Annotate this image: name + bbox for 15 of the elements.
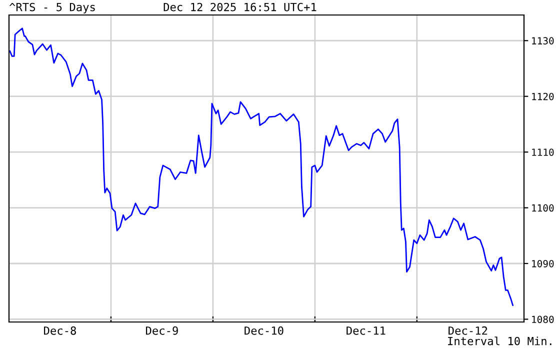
x-tick-label: Dec-10 xyxy=(244,326,284,335)
chart-subtitle: Dec 12 2025 16:51 UTC+1 xyxy=(164,2,316,12)
x-tick-label: Dec-12 xyxy=(448,326,488,335)
y-tick-label: 1090 xyxy=(532,260,554,268)
y-tick-label: 1100 xyxy=(532,204,554,212)
x-tick-label: Dec-8 xyxy=(44,326,76,335)
y-tick-label: 1130 xyxy=(532,37,554,44)
y-tick-label: 1110 xyxy=(532,148,554,156)
text: Interval 10 Min. xyxy=(448,336,552,346)
line-series xyxy=(9,28,514,306)
x-tick-label: Dec-9 xyxy=(146,326,178,335)
y-tick-label: 1120 xyxy=(532,92,554,100)
x-tick-label: Dec-11 xyxy=(346,326,386,335)
chart-title: ^RTS - 5 Days xyxy=(9,2,95,14)
y-tick-label: 1080 xyxy=(532,316,554,324)
